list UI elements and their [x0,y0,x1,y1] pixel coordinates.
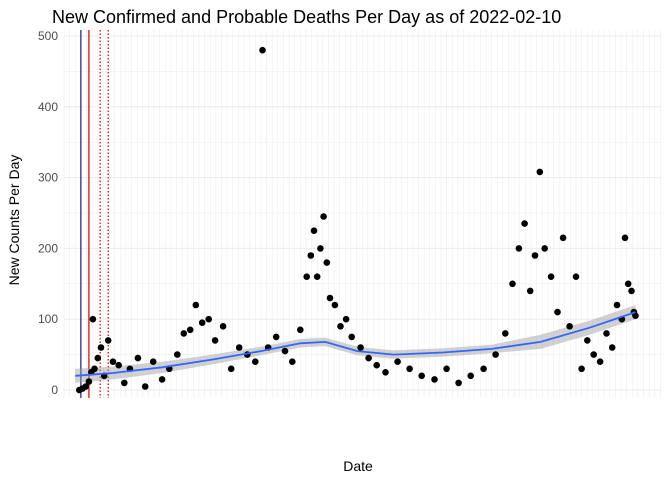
loess-line [75,311,636,377]
data-point [531,252,539,259]
reference-lines [80,30,109,398]
data-point [272,333,280,341]
data-point [418,372,426,380]
data-point [192,301,200,309]
data-point [331,301,339,309]
confidence-band [75,305,636,383]
data-point [115,361,122,369]
data-point [613,301,621,309]
data-point [502,330,509,337]
data-point [227,365,235,373]
data-point [121,379,128,387]
data-point [297,326,304,334]
data-point [82,383,89,390]
data-point [303,273,311,281]
data-point [632,312,639,320]
data-point [628,287,635,295]
data-point [94,354,102,362]
data-point [394,358,401,366]
data-point [547,273,555,281]
chart-title: New Confirmed and Probable Deaths Per Da… [52,7,561,27]
smooth-line [75,311,636,377]
y-tick-label: 500 [38,29,58,43]
data-point [342,315,350,323]
y-axis-ticks: 0 100 200 300 400 500 [38,29,58,397]
y-tick-label: 200 [38,241,58,255]
data-point [608,344,616,351]
data-point [431,376,438,383]
data-point [541,245,548,252]
data-point [365,354,372,362]
data-point [521,220,528,227]
data-point [326,294,334,302]
data-point [621,234,629,242]
data-point [211,337,219,344]
x-axis-label: Date [343,458,373,474]
data-point [566,323,573,330]
data-point [97,344,105,351]
data-point [310,227,318,234]
data-point [584,337,591,344]
data-point [320,213,327,220]
data-point [109,358,117,366]
data-point [317,245,324,252]
data-point [289,358,296,366]
data-point [235,344,243,351]
data-point [337,323,344,330]
data-points [76,46,639,394]
data-point [578,365,585,373]
data-point [596,358,604,366]
data-point [373,361,381,369]
data-point [89,315,97,323]
data-point [348,333,356,341]
data-point [85,378,93,385]
data-point [141,383,149,390]
y-tick-label: 300 [38,171,58,185]
data-point [590,351,597,358]
y-tick-label: 100 [38,312,58,326]
data-point [509,280,516,288]
data-point [572,273,580,281]
data-point [259,46,266,54]
data-point [382,369,389,376]
data-point [252,358,259,366]
data-point [480,365,487,373]
data-point [559,234,567,242]
smooth-band [75,305,636,383]
data-point [180,330,188,337]
data-point [603,330,610,337]
data-point [174,351,181,358]
data-point [515,245,523,252]
data-point [205,315,212,323]
grid [63,30,662,398]
data-point [455,379,462,387]
data-point [104,337,112,344]
data-point [467,372,475,380]
data-point [158,376,166,383]
data-point [554,308,561,316]
data-point [406,365,413,373]
data-point [624,280,632,288]
data-point [219,323,227,330]
data-point [149,358,157,366]
data-point [91,365,98,373]
data-point [357,344,364,351]
data-point [492,351,499,358]
data-point [134,354,142,362]
data-point [323,259,331,266]
data-point [313,273,321,281]
data-point [281,347,289,355]
data-point [186,326,194,334]
data-point [526,287,534,295]
y-tick-label: 400 [38,100,58,114]
data-point [443,365,450,373]
y-tick-label: 0 [51,383,58,397]
data-point [307,252,315,259]
data-point [198,319,206,327]
y-axis-label: New Counts Per Day [6,155,22,286]
data-point [536,168,544,176]
